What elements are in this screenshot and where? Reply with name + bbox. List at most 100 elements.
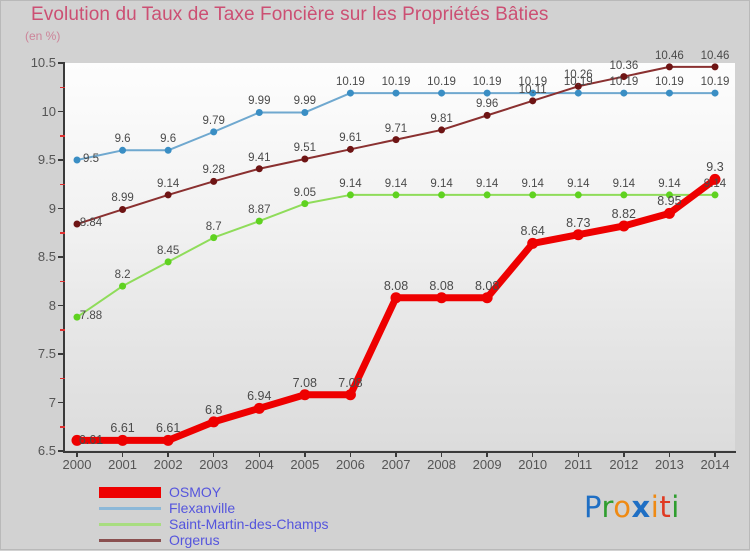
data-point-label: 9.14 [703, 177, 727, 190]
x-axis-label: 2002 [153, 457, 183, 472]
data-point-label: 10.19 [427, 76, 456, 89]
data-point-label: 9.14 [521, 177, 544, 190]
y-axis-label: 7 [48, 394, 56, 410]
data-point-label: 9.96 [475, 98, 499, 111]
data-point-label: 9.14 [156, 177, 180, 190]
data-point-label: 8.08 [383, 278, 409, 293]
x-axis-label: 2001 [108, 457, 138, 472]
data-point-label: 9.14 [475, 177, 499, 190]
x-axis-label: 2000 [62, 457, 92, 472]
data-point-label: 10.19 [336, 76, 365, 89]
legend-item-flexanville[interactable]: Flexanville [99, 500, 329, 516]
data-point-label: 6.61 [110, 421, 135, 436]
data-point-label: 6.94 [247, 389, 272, 404]
data-point-label: 9.81 [430, 112, 453, 125]
legend-item-osmoy[interactable]: OSMOY [99, 484, 329, 500]
y-axis-tick [58, 353, 65, 355]
y-axis-tick [58, 256, 65, 258]
data-point-label: 6.61 [155, 421, 181, 436]
x-axis-tick [212, 451, 215, 457]
data-point-label: 6.61 [78, 433, 104, 448]
x-axis-tick [440, 451, 443, 457]
logo-letter-i-second: i [671, 490, 680, 524]
x-axis-label: 2014 [700, 457, 730, 472]
x-axis-label: 2012 [609, 457, 639, 472]
data-point-label: 9.99 [248, 95, 271, 108]
x-axis-label: 2010 [518, 457, 548, 472]
x-axis-tick [486, 451, 488, 457]
y-axis-minor-tick [60, 377, 65, 379]
data-point-label: 10.19 [563, 76, 593, 89]
x-axis-tick [349, 451, 352, 457]
proxiti-logo[interactable]: Proxiti [584, 490, 680, 524]
data-point-label: 6.8 [205, 402, 223, 417]
x-axis-tick [395, 451, 397, 457]
data-point-label: 9.41 [248, 151, 271, 164]
y-axis-label: 6.5 [37, 443, 56, 458]
data-point-label: 8.08 [429, 278, 454, 293]
legend-color-swatch [99, 522, 161, 526]
data-point-label: 10.19 [655, 76, 684, 89]
legend-label: Flexanville [169, 500, 236, 516]
data-point-label: 7.08 [292, 375, 318, 390]
x-axis-tick [714, 451, 716, 457]
data-point-label: 10.36 [609, 59, 639, 72]
data-point-label: 10.19 [381, 76, 411, 89]
y-axis-label: 10.5 [30, 55, 56, 70]
x-axis-label: 2006 [335, 457, 365, 472]
data-point-label: 8.08 [474, 278, 500, 293]
data-point-label: 8.82 [611, 206, 637, 221]
y-axis-label: 10 [41, 103, 56, 119]
x-axis-tick [623, 451, 625, 457]
data-point-label: 9.14 [567, 177, 590, 190]
data-point-label: 9.99 [293, 95, 317, 108]
data-point-label: 10.46 [655, 49, 684, 62]
legend-label: OSMOY [169, 484, 222, 500]
y-axis-tick [58, 304, 65, 307]
data-point-label: 10.19 [609, 76, 639, 89]
logo-letter-r: r [601, 490, 614, 524]
data-point-label: 9.28 [202, 164, 225, 177]
y-axis-tick [58, 207, 65, 210]
y-axis-minor-tick [60, 329, 65, 331]
legend-item-orgerus[interactable]: Orgerus [99, 532, 329, 548]
chart-unit-subtitle: (en %) [25, 29, 61, 43]
data-point-label: 10.11 [518, 83, 547, 96]
legend-color-swatch [99, 486, 161, 498]
data-point-label: 8.2 [114, 269, 131, 282]
y-axis-label: 7.5 [37, 346, 56, 361]
x-axis-tick [258, 451, 261, 457]
x-axis-tick [304, 451, 306, 457]
x-axis-tick [121, 451, 124, 457]
data-point-label: 10.19 [472, 76, 502, 89]
data-point-label: 8.84 [79, 217, 103, 230]
y-axis-tick [58, 401, 65, 404]
page-title: Evolution du Taux de Taxe Foncière sur l… [31, 4, 549, 25]
legend-color-swatch [99, 538, 161, 542]
data-point-label: 8.7 [205, 220, 222, 233]
legend-item-saint-martin-des-champs[interactable]: Saint-Martin-des-Champs [99, 516, 329, 532]
data-point-label: 10.19 [518, 76, 548, 89]
legend-label: Saint-Martin-des-Champs [169, 516, 329, 532]
data-point-label: 9.14 [339, 177, 362, 190]
x-axis-label: 2003 [199, 457, 229, 472]
data-point-label: 7.88 [79, 310, 103, 323]
data-point-label: 9.14 [430, 177, 453, 190]
y-axis-tick [58, 62, 65, 64]
data-point-label: 9.71 [384, 122, 408, 135]
logo-letter-p: P [584, 490, 602, 524]
y-axis-label: 8.5 [37, 249, 56, 264]
x-axis-label: 2005 [290, 457, 320, 472]
legend-label: Orgerus [169, 532, 220, 548]
data-point-label: 8.45 [156, 244, 180, 257]
y-axis-minor-tick [60, 280, 65, 282]
y-axis-tick [58, 110, 65, 113]
y-axis-minor-tick [60, 426, 65, 428]
data-point-label: 8.99 [111, 192, 134, 205]
data-point-label: 9.51 [293, 142, 317, 155]
x-axis-tick [668, 451, 671, 457]
y-axis-minor-tick [60, 183, 65, 185]
x-axis-label: 2013 [654, 457, 684, 472]
logo-letter-i-first: i [650, 490, 660, 524]
